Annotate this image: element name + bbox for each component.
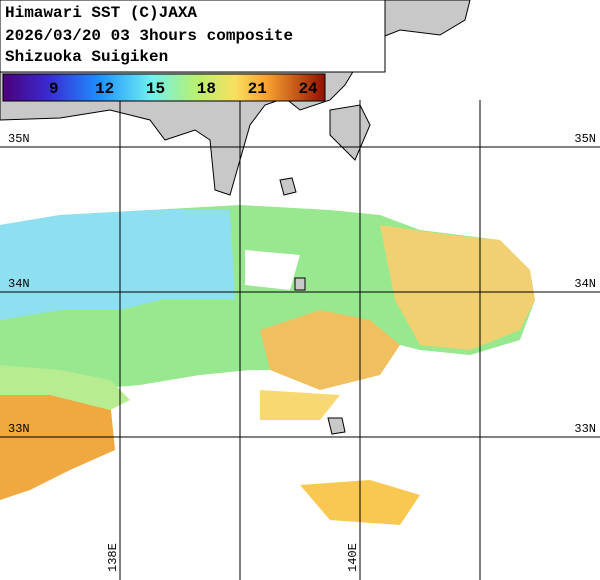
header-line: Shizuoka Suigiken	[5, 48, 168, 66]
lat-label: 33N	[574, 422, 596, 436]
lon-label: 138E	[106, 543, 120, 572]
colorbar-ticks: 9 12 15 18 21 24	[49, 80, 318, 98]
lat-label: 35N	[8, 132, 30, 146]
header-line: Himawari SST (C)JAXA	[5, 4, 197, 22]
colorbar-tick-label: 9	[49, 80, 59, 98]
colorbar	[2, 73, 326, 102]
lat-label: 35N	[574, 132, 596, 146]
graticule: 35N 35N 34N 34N 33N 33N 138E 140E	[0, 100, 600, 580]
sst-field	[0, 130, 535, 525]
colorbar-tick-label: 15	[146, 80, 165, 98]
lon-label: 140E	[346, 543, 360, 572]
lat-label: 34N	[574, 277, 596, 291]
colorbar-tick-label: 21	[248, 80, 267, 98]
header-line: 2026/03/20 03 3hours composite	[5, 27, 293, 45]
colorbar-tick-label: 12	[95, 80, 114, 98]
colorbar-tick-label: 18	[197, 80, 216, 98]
header-box	[0, 0, 386, 73]
colorbar-tick-label: 24	[298, 80, 318, 98]
lat-label: 34N	[8, 277, 30, 291]
lat-label: 33N	[8, 422, 30, 436]
